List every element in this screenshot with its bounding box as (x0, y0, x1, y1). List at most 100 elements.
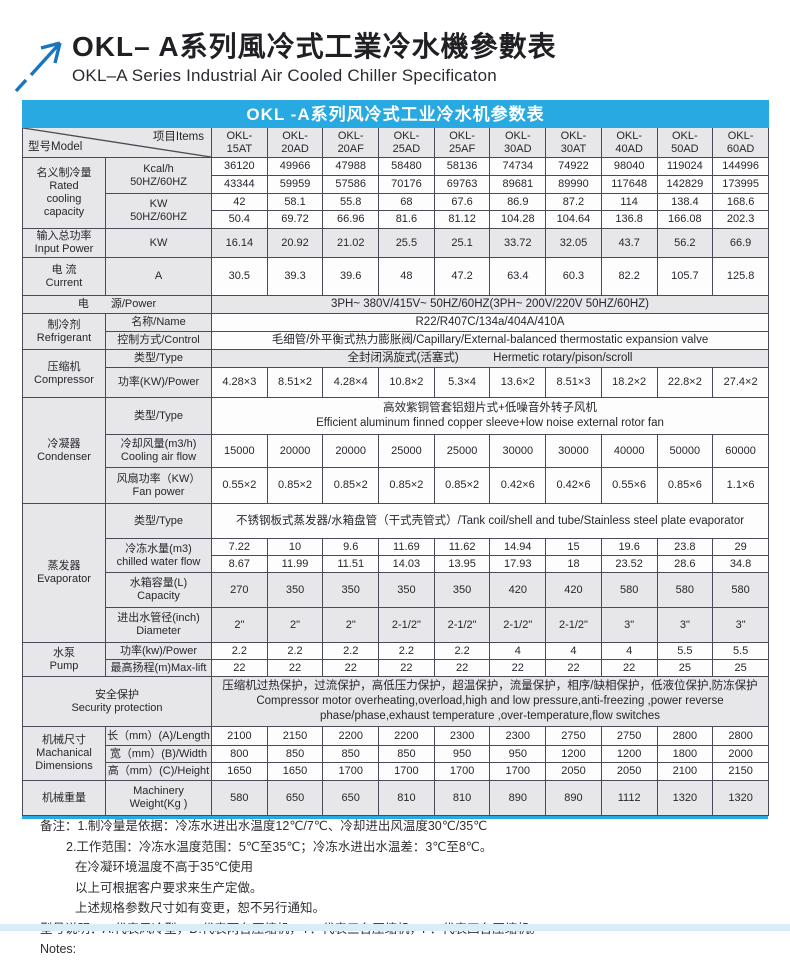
value-cell: 0.55×2 (211, 467, 268, 504)
value-cell: 86.9 (489, 193, 547, 211)
model-header-cell: OKL- 20AF (322, 127, 380, 158)
value-cell: 3" (600, 607, 658, 643)
table-row: 水箱容量(L) Capacity 270 350 350 350 350 420 420 580 5… (23, 572, 769, 608)
value-cell: 890 (489, 780, 547, 816)
row-label: 电 源/Power (22, 295, 212, 314)
value-cell: 33.72 (489, 228, 547, 258)
page-subtitle: OKL–A Series Industrial Air Cooled Chill… (72, 66, 497, 85)
table-row: KW 50HZ/60HZ 42 58.1 55.8 68 67.6 86.9 87.2 114 13… (23, 193, 769, 229)
value-cell: 2200 (378, 726, 435, 746)
value-cell: 119024 (656, 157, 714, 176)
diagonal-divider (23, 128, 211, 157)
row-label: 冷凝器 Condenser (22, 397, 106, 504)
value-cell: 580 (600, 572, 658, 608)
merged-value-cell: 不锈钢板式蒸发器/水箱盘管（干式壳管式）/Tank coil/shell and… (211, 503, 769, 539)
value-cell: 15000 (211, 434, 268, 468)
value-cell: 2.2 (322, 642, 380, 660)
value-cell: 950 (489, 745, 547, 763)
row-label: 水箱容量(L) Capacity (105, 572, 212, 608)
row-label: 宽（mm）(B)/Width (105, 745, 212, 763)
value-cell: 2750 (545, 726, 602, 746)
row-label: 机械尺寸 Machanical Dimensions (22, 726, 106, 781)
table-row: 机械重量 Machinery Weight(Kg ) 580 650 650 810 810 8… (22, 780, 769, 816)
value-cell: 58480 (378, 157, 435, 176)
value-cell: 11.51 (322, 555, 380, 573)
value-cell: 39.6 (322, 257, 380, 296)
value-cell: 2800 (712, 726, 769, 746)
bottom-strip (0, 924, 790, 931)
table-row: 电 流 Current A 30.5 39.3 39.6 48 47.2 63.4 60.3 82.… (22, 257, 769, 296)
value-cell: 55.8 (322, 193, 380, 211)
value-cell: 14.03 (378, 555, 435, 573)
value-cell: 58136 (433, 157, 491, 176)
value-cell: 1650 (211, 762, 268, 781)
row-label: Kcal/h 50HZ/60HZ (105, 157, 212, 194)
value-cell: 0.42×6 (545, 467, 602, 504)
value-cell: 350 (433, 572, 491, 608)
row-label: 蒸发器 Evaporator (22, 503, 106, 643)
value-cell: 22.8×2 (656, 367, 714, 398)
row-label: 功率(KW)/Power (105, 367, 212, 398)
value-cell: 1200 (600, 745, 658, 763)
value-cell: 22 (322, 659, 380, 677)
value-cell: 49966 (266, 157, 324, 176)
row-label: 名称/Name (105, 313, 212, 332)
value-cell: 30000 (545, 434, 602, 468)
value-cell: 43.7 (600, 228, 658, 258)
table-row: 最高扬程(m)Max-lift 22 22 22 22 22 22 22 22 25 25 (23, 659, 769, 677)
value-cell: 2750 (600, 726, 658, 746)
row-label: 最高扬程(m)Max-lift (105, 659, 212, 677)
value-cell: 29 (712, 538, 769, 556)
footnotes: 备注：1.制冷量是依据：冷冻水进出水温度12℃/7℃、冷却进出风温度30℃/35… (40, 816, 770, 960)
value-cell: 67.6 (433, 193, 491, 211)
value-cell: 1320 (712, 780, 769, 816)
value-cell: 850 (378, 745, 435, 763)
table-title: OKL -A系列风冷式工业冷水机参数表 (22, 100, 769, 128)
value-cell: 87.2 (545, 193, 602, 211)
table-row: 机械尺寸 Machanical Dimensions 长（mm）(A)/Length 2… (22, 726, 769, 781)
value-cell: 1320 (656, 780, 714, 816)
value-cell: 63.4 (489, 257, 547, 296)
value-cell: 56.2 (656, 228, 714, 258)
value-cell: 21.02 (322, 228, 380, 258)
value-cell: 89681 (489, 175, 547, 194)
value-cell: 58.1 (266, 193, 324, 211)
model-header-cell: OKL- 50AD (656, 127, 714, 158)
value-cell: 580 (712, 572, 769, 608)
table-row: 安全保护 Security protection 压缩机过热保护，过流保护，高低压力… (22, 676, 769, 727)
value-cell: 47.2 (433, 257, 491, 296)
value-cell: 2.2 (433, 642, 491, 660)
row-label: 类型/Type (105, 397, 212, 435)
value-cell: 22 (433, 659, 491, 677)
value-cell: 3" (656, 607, 714, 643)
page-header: OKL– A系列風冷式工業冷水機參數表 OKL–A Series Industr… (14, 30, 557, 94)
spec-table: OKL -A系列风冷式工业冷水机参数表 型号Model 项目Items OKL- 15A… (22, 100, 769, 816)
table-row: 压缩机 Compressor 类型/Type 全封闭涡旋式(活塞式) Hermetic… (22, 349, 769, 398)
value-cell: 350 (322, 572, 380, 608)
value-cell: 19.6 (600, 538, 658, 556)
value-cell: 18.2×2 (600, 367, 658, 398)
note-line: Notes: (40, 942, 77, 956)
value-cell: 0.42×6 (489, 467, 547, 504)
value-cell: 50000 (656, 434, 714, 468)
value-cell: 13.6×2 (489, 367, 547, 398)
value-cell: 47988 (322, 157, 380, 176)
value-cell: 2-1/2" (545, 607, 602, 643)
value-cell: 2" (322, 607, 380, 643)
value-cell: 173995 (712, 175, 769, 194)
value-cell: 2050 (545, 762, 602, 781)
value-cell: 144996 (712, 157, 769, 176)
value-cell: 25 (656, 659, 714, 677)
value-cell: 22 (378, 659, 435, 677)
model-header-cell: OKL- 30AT (545, 127, 602, 158)
value-cell: 2050 (600, 762, 658, 781)
value-cell: 1700 (322, 762, 380, 781)
value-cell: 16.14 (211, 228, 268, 258)
value-cell: 420 (545, 572, 602, 608)
value-cell: 1700 (433, 762, 491, 781)
value-cell: 98040 (600, 157, 658, 176)
table-row: 控制方式/Control 毛细管/外平衡式热力膨胀阀/Capillary/Exte… (23, 331, 769, 350)
merged-value-cell: 高效紫铜管套铝翅片式+低噪音外转子风机 Efficient aluminum fi… (211, 397, 769, 435)
value-cell: 40000 (600, 434, 658, 468)
value-cell: 66.96 (322, 210, 380, 229)
